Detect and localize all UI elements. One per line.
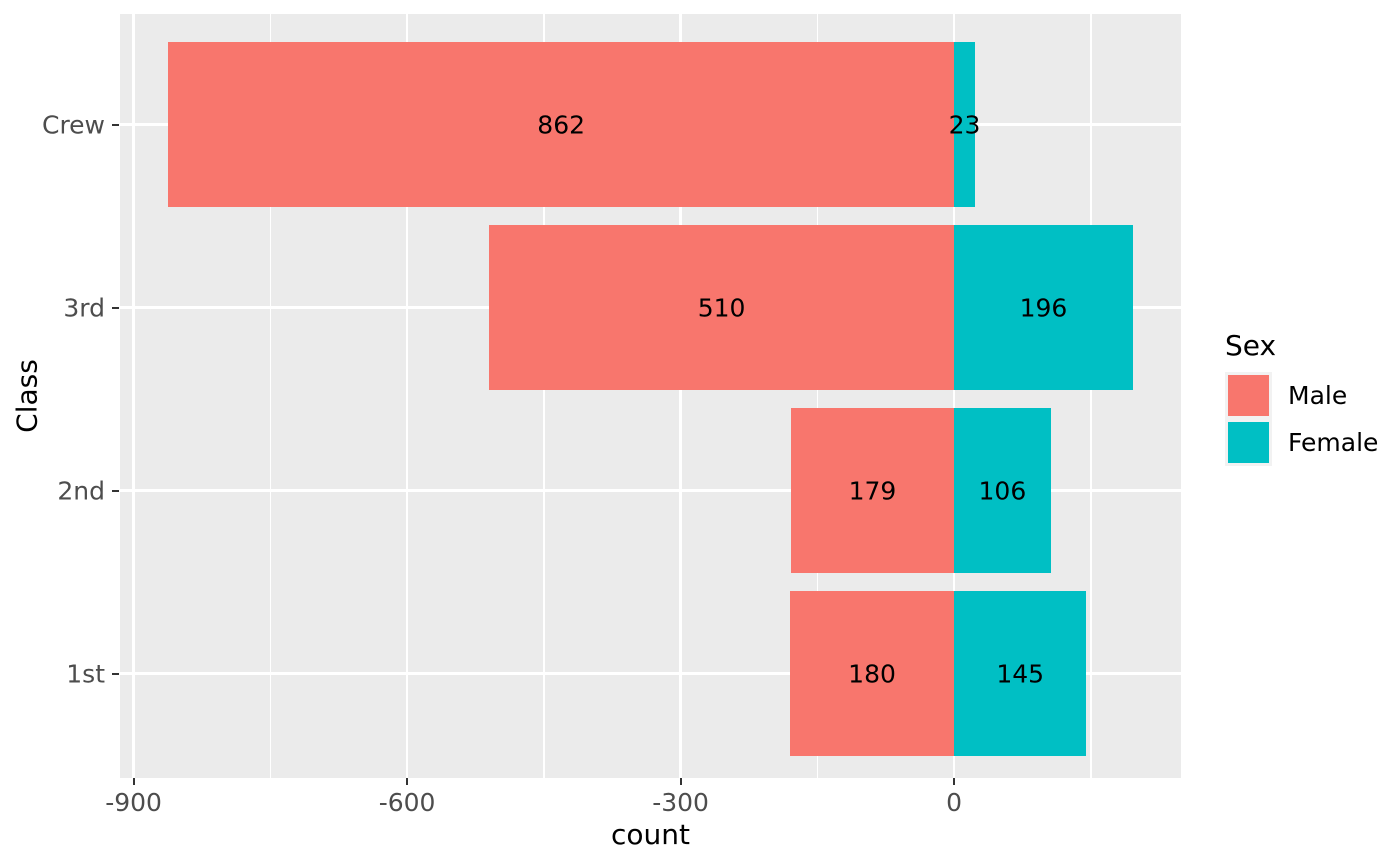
gridline-minor-x [1090,14,1092,778]
bar-value-label: 145 [996,659,1045,688]
bar-female-1st [954,591,1087,756]
x-tick-mark [679,778,682,785]
bar-value-label: 510 [697,293,746,322]
gridline-major-x [952,14,956,778]
gridline-major-y [120,672,1181,675]
x-tick-label: -600 [378,788,436,817]
x-tick-label: -900 [105,788,162,817]
bar-male-3rd [489,225,955,390]
gridline-major-y [120,489,1181,492]
legend-label-male: Male [1288,381,1348,410]
gridline-major-x [679,14,682,778]
bar-female-3rd [954,225,1133,390]
x-axis-title: count [611,818,690,851]
bar-value-label: 196 [1019,293,1068,322]
gridline-minor-x [543,14,545,778]
x-tick-label: 0 [946,788,963,817]
bar-female-2nd [954,408,1051,573]
y-tick-label-crew: Crew [41,110,105,139]
male-color-fill [1228,375,1269,416]
y-tick-mark [112,123,119,126]
x-tick-mark [406,778,409,785]
legend: Sex Male Female [1225,329,1378,466]
y-tick-label-3rd: 3rd [63,293,105,322]
bar-female-crew [954,42,976,207]
bar-value-label: 180 [848,659,896,688]
x-tick-mark [953,778,956,785]
y-tick-mark [112,306,119,309]
gridline-major-x [405,14,409,778]
y-tick-label-2nd: 2nd [57,476,105,505]
legend-label-female: Female [1288,428,1379,457]
bar-value-label: 106 [978,476,1027,505]
gridline-minor-x [269,14,272,778]
x-tick-mark [132,778,135,785]
bar-value-label: 23 [948,110,981,139]
bar-male-2nd [790,408,955,573]
female-color-fill [1228,422,1269,463]
x-tick-label: -300 [652,788,709,817]
y-tick-label-1st: 1st [66,659,105,688]
plot-panel: 862 23 510 196 179 106 180 145 [120,14,1181,778]
y-tick-mark [112,489,119,492]
male-color-swatch [1225,372,1272,419]
bar-male-crew [168,42,955,207]
legend-title: Sex [1225,329,1277,362]
gridline-major-x [132,14,135,778]
gridline-minor-x [816,14,819,778]
bar-male-1st [789,591,955,756]
y-axis-title: Class [10,359,44,433]
y-tick-mark [112,672,119,675]
female-color-swatch [1225,419,1272,466]
bar-value-label: 179 [848,476,897,505]
bar-value-label: 862 [537,110,586,139]
